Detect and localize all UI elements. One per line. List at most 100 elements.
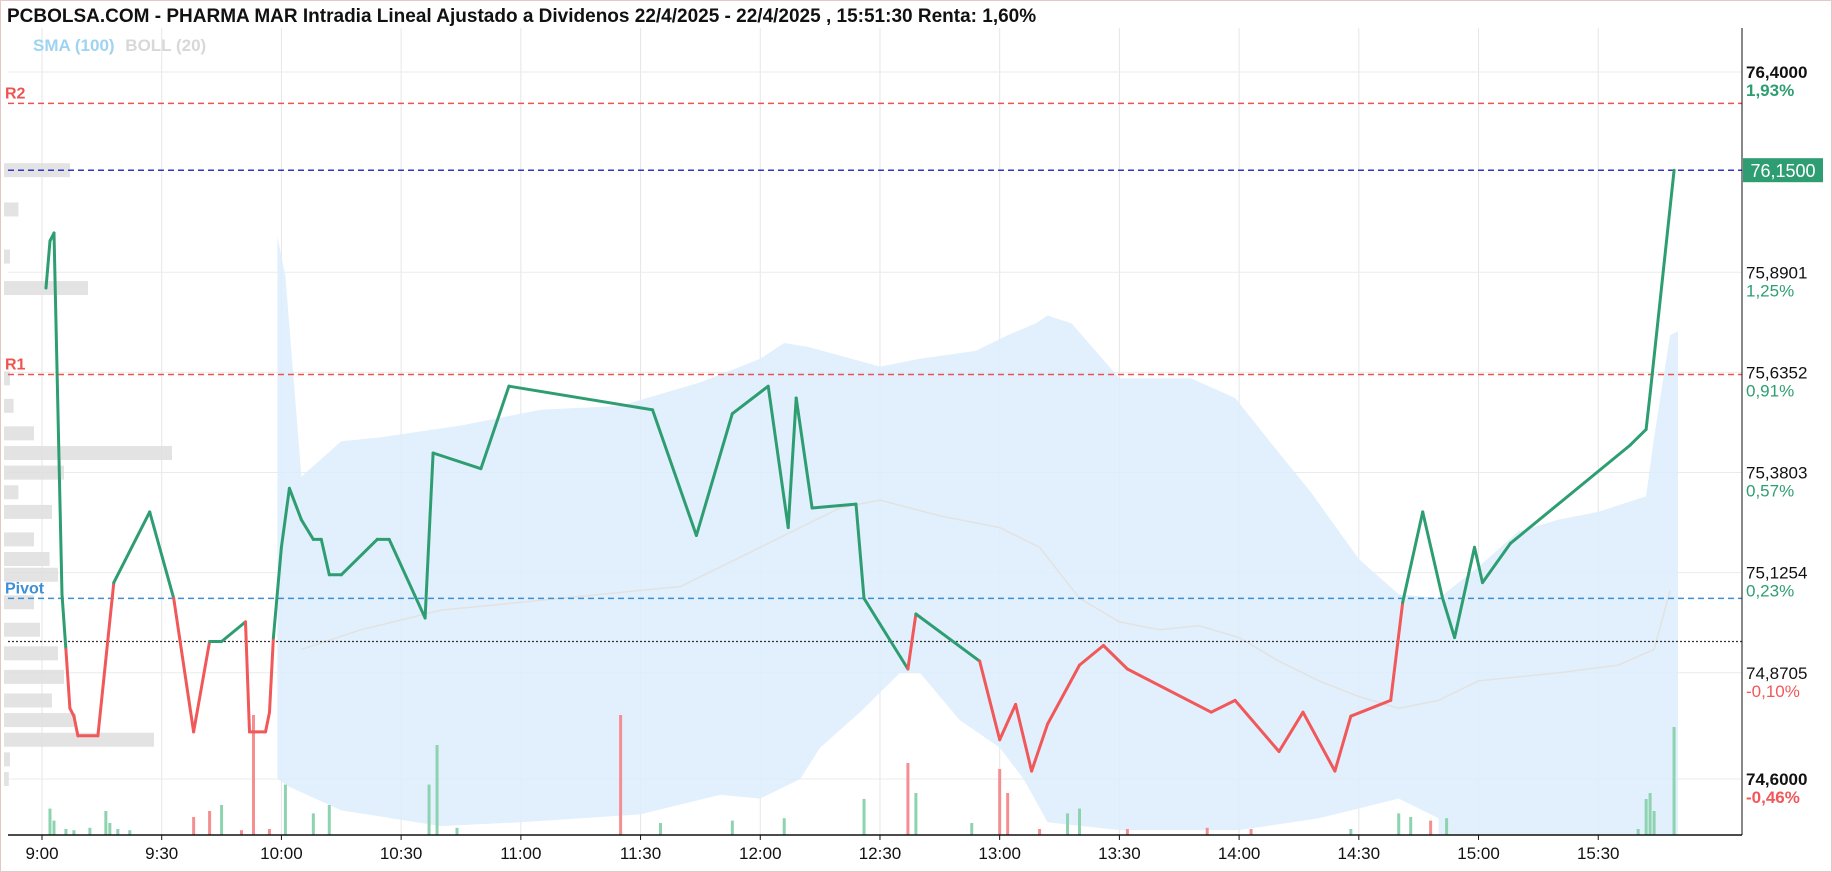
price-line-segment [1078,644,1105,667]
price-line-segment [299,518,315,541]
price-line-segment [192,640,212,734]
price-line-segment [1648,168,1676,396]
volume-bar [659,823,663,835]
x-tick-label: 9:00 [25,844,58,863]
price-line-segment [786,396,798,530]
price-line-segment [60,592,68,651]
volume-bar [1205,827,1209,835]
price-line-segment [319,537,331,577]
price-line-segment [271,545,283,640]
x-tick-label: 15:30 [1577,844,1620,863]
price-line-segment [112,510,152,585]
chart-title: PCBOLSA.COM - PHARMA MAR Intradia Lineal… [7,6,1037,27]
volume-bar [1636,829,1640,835]
volume-bar [72,830,76,835]
price-line-segment [854,502,866,600]
volume-bar [1038,829,1042,835]
volume-bar [970,823,974,835]
last-price-badge [1743,158,1823,183]
x-tick-label: 14:00 [1218,844,1261,863]
price-line-segment [264,710,271,734]
price-line-segment [1421,510,1445,600]
y-tick-label: 74,6000 [1746,770,1807,789]
volume-bar [1006,793,1010,835]
volume-profile-bar [4,485,19,500]
volume-bar [1077,808,1081,835]
price-line-segment [479,384,511,471]
price-line-segment [1349,698,1393,718]
price-line-segment [730,384,770,416]
volume-bar [88,827,92,835]
x-tick-label: 11:00 [500,844,541,863]
y-tick-label: 75,8901 [1746,263,1807,282]
volume-profile-bar [4,646,58,661]
volume-bar [208,811,212,835]
volume-profile-bar [4,669,64,684]
volume-bar [327,805,331,835]
volume-profile-bar [4,552,50,567]
price-line-segment [64,647,72,710]
volume-bar [128,830,132,835]
x-tick-label: 10:30 [380,844,423,863]
y-tick-label: 75,1254 [1746,564,1807,583]
price-line-segment [1301,710,1337,773]
volume-profile-bar [4,622,40,637]
x-tick-label: 10:00 [260,844,303,863]
price-line-segment [1401,510,1425,604]
volume-bar [435,745,439,835]
x-tick-label: 12:30 [859,844,902,863]
price-line-segment [339,537,379,577]
price-line-segment [244,620,251,734]
volume-profile-bar [4,752,10,767]
volume-bar [108,823,112,835]
y-tick-label: 74,8705 [1746,664,1807,683]
volume-profile-bar [4,693,52,708]
volume-bar [1652,811,1656,835]
y-tick-pct-label: 0,23% [1746,582,1794,601]
sma-legend-label[interactable]: SMA (100) [33,36,115,55]
y-tick-pct-label: -0,10% [1746,682,1800,701]
volume-bar [251,715,255,835]
price-line-segment [794,396,814,510]
price-line-segment [906,612,918,671]
price-line-segment [431,451,483,471]
price-line-segment [507,384,654,412]
price-line-segment [1046,663,1081,726]
price-line-segment [1233,698,1281,753]
volume-profile-bar [4,567,58,582]
y-tick-label: 75,3803 [1746,464,1807,483]
volume-profile-bar [4,445,172,460]
x-tick-label: 14:30 [1338,844,1381,863]
price-line-segment [1389,600,1405,702]
volume-bar [64,829,68,835]
price-line-segment [1101,644,1129,671]
volume-bar [283,784,287,835]
volume-bar [220,805,224,835]
price-line-segment [1441,596,1457,640]
volume-bar [1125,829,1129,835]
volume-bar [1445,818,1449,835]
volume-profile-bar [4,504,52,519]
price-line-segment [1453,545,1476,640]
price-line-segment [44,239,52,290]
x-tick-label: 11:30 [620,844,661,863]
y-tick-label: 75,6352 [1746,363,1807,382]
price-line-segment [72,714,80,738]
volume-bar [311,813,315,835]
price-line-segment [52,231,64,596]
price-line-segment [287,486,303,522]
indicator-legend: SMA (100) BOLL (20) [33,36,206,56]
volume-bar [240,830,244,835]
volume-bar [104,811,108,835]
volume-bar [116,829,120,835]
price-line-segment [1644,392,1652,431]
volume-bar [862,799,866,835]
price-line-segment [1481,541,1512,585]
volume-profile-bar [4,732,154,747]
price-line-segment [694,412,734,537]
price-line-segment [978,659,1002,742]
boll-legend-label[interactable]: BOLL (20) [125,36,207,55]
y-tick-pct-label: 0,57% [1746,482,1794,501]
volume-bar [1409,817,1413,835]
